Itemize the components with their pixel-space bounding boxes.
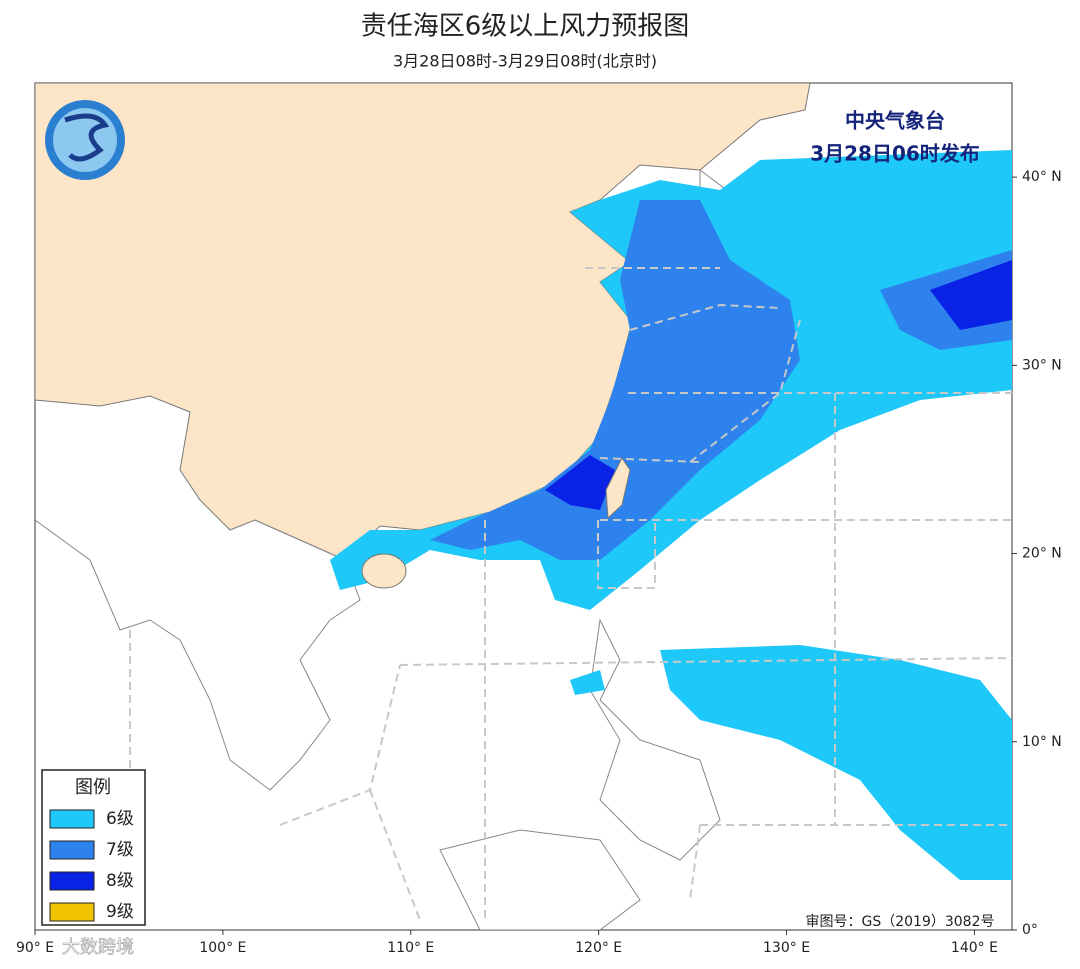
issuer-time: 3月28日06时发布 [810,142,980,166]
lat-label: 30° N [1022,357,1062,373]
legend-swatch [49,871,95,891]
lon-label: 110° E [387,940,434,956]
lat-label: 0° [1022,922,1038,938]
legend-swatch [49,840,95,860]
logo-mark [64,113,110,162]
lat-label: 10° N [1022,734,1062,750]
wind-8-strait [545,455,615,510]
hainan [361,553,407,589]
lon-label: 130° E [763,940,810,956]
subtitle: 3月28日08时-3月29日08时(北京时) [393,52,657,71]
title: 责任海区6级以上风力预报图 [361,12,690,42]
lat-label: 40° N [1022,169,1062,185]
legend-label: 7级 [106,840,134,860]
legend-swatch [49,809,95,829]
lon-label: 90° E [16,940,54,956]
lon-label: 100° E [199,940,246,956]
wind-7-coast [430,200,800,560]
borneo [439,829,641,930]
lat-label: 20° N [1022,546,1062,562]
legend-label: 9级 [106,902,134,922]
lon-label: 140° E [951,940,998,956]
watermark: 大数跨境 [62,937,134,958]
wind-6-luzon [570,670,605,695]
philippines [589,618,721,861]
taiwan [605,457,631,520]
lon-label: 120° E [575,940,622,956]
map-frame [34,82,1013,931]
indochina-coast [35,469,361,791]
map-layer [35,83,1012,930]
approval-number: 审图号：GS（2019）3082号 [806,914,995,930]
issuer-name: 中央气象台 [845,109,945,133]
wind-8-east [930,260,1012,330]
legend-title: 图例 [75,777,111,798]
legend: 图例 6级 7级 8级 9级 [41,769,146,926]
legend-swatch [49,902,95,922]
legend-label: 6级 [106,809,134,829]
legend-label: 8级 [106,871,134,891]
logo [45,100,125,180]
